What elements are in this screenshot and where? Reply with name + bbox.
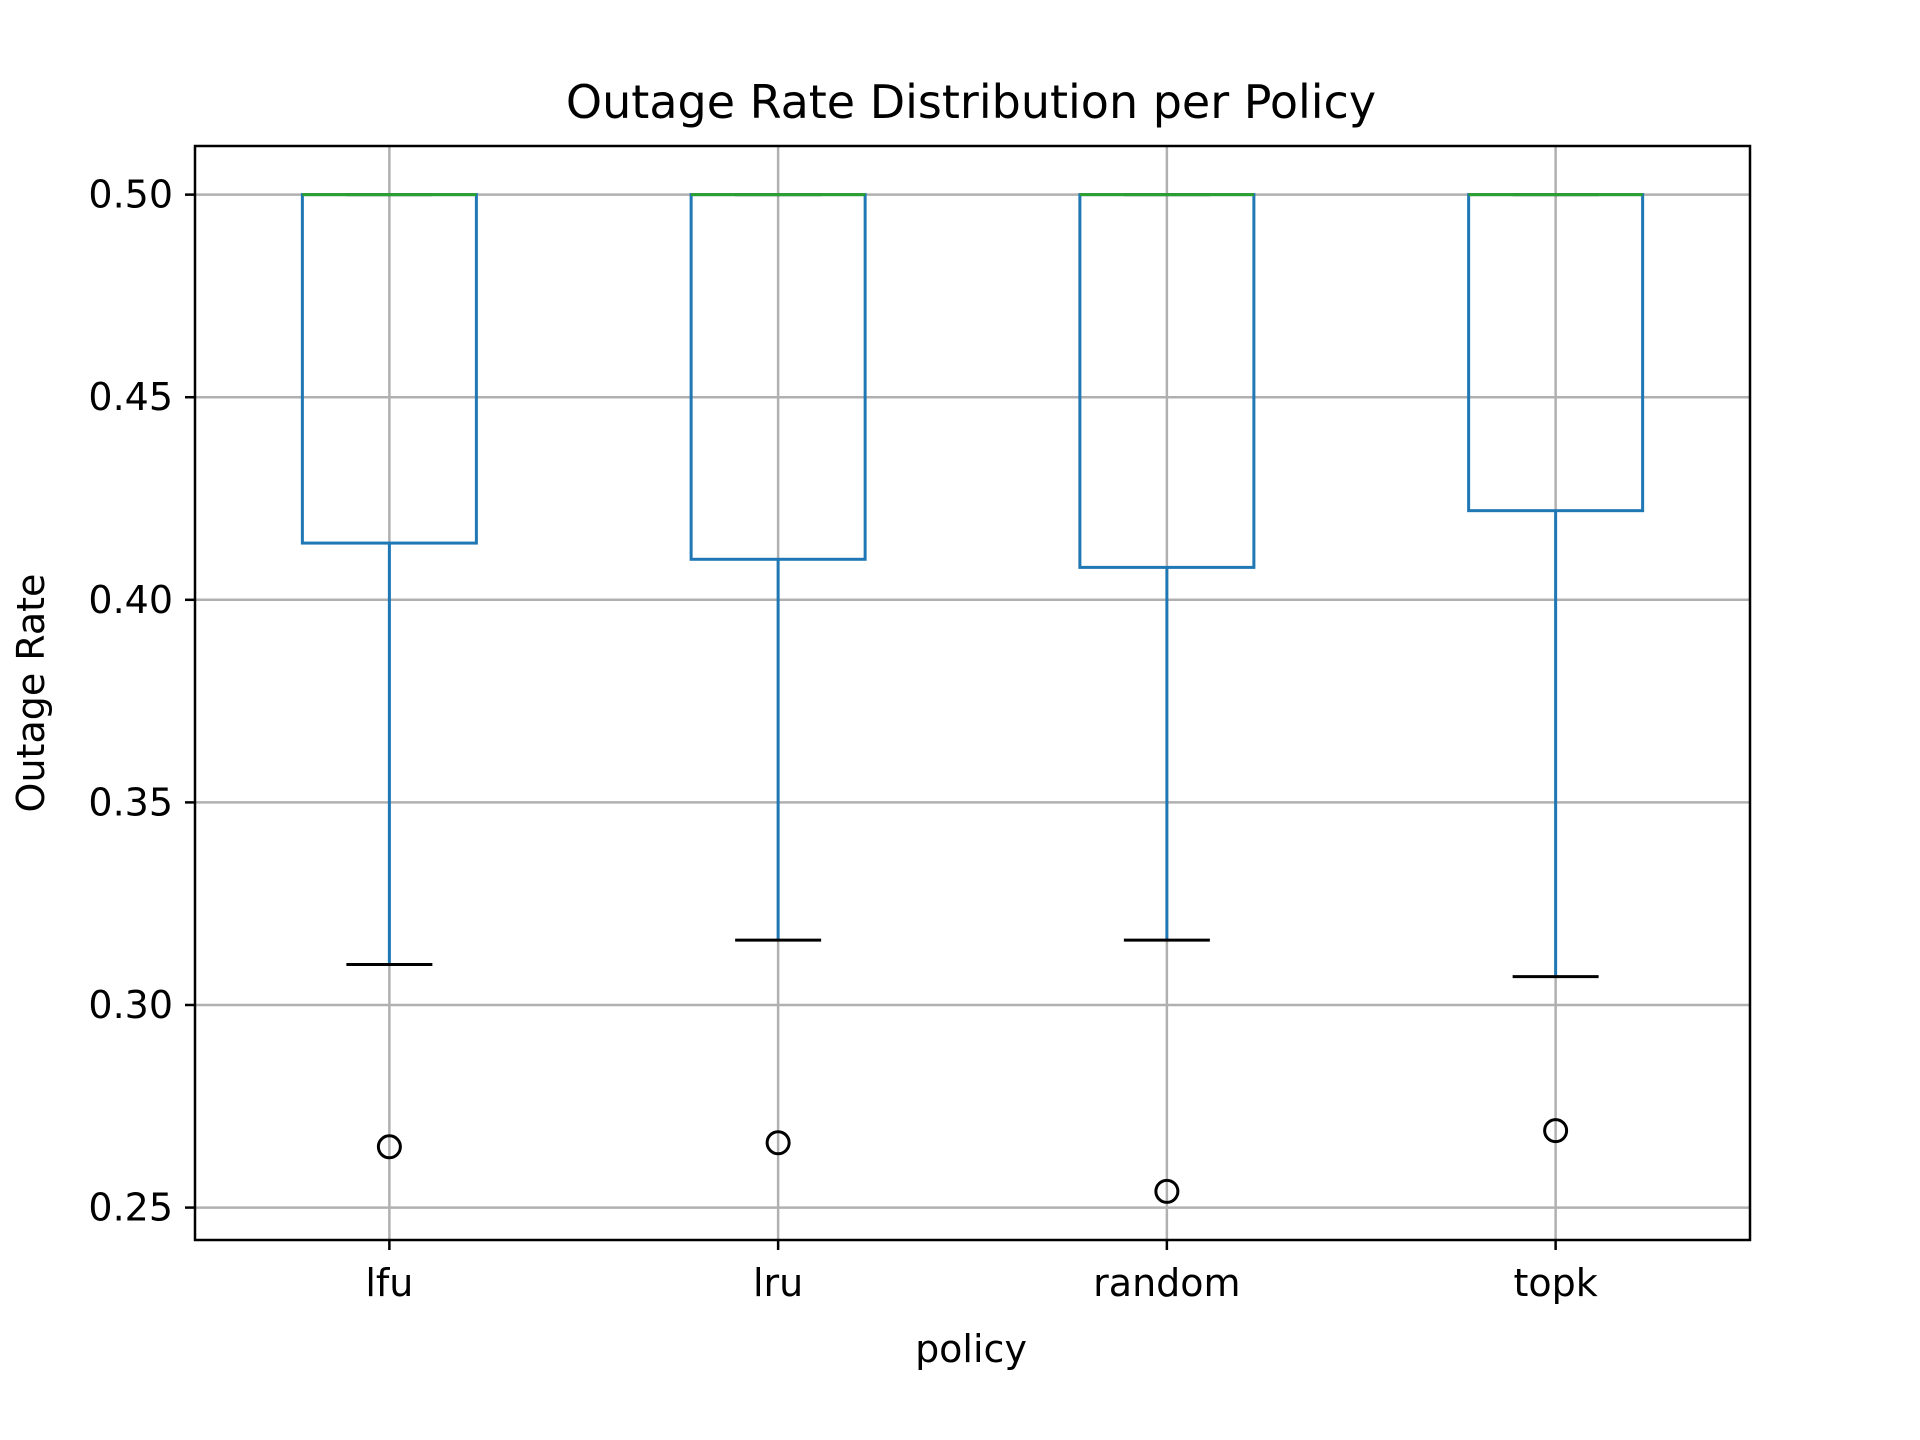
outlier-point [376,1134,402,1160]
plot-frame [193,144,1752,1242]
x-tick-label: random [1093,1261,1240,1305]
outlier-point [1543,1118,1569,1144]
box-topk [1467,193,1645,1144]
y-tick-label: 0.30 [88,983,173,1027]
y-tick-label: 0.45 [88,375,173,419]
ticks: 0.25 0.30 0.35 0.40 0.45 0.50 lfu lru random topk [88,173,1597,1305]
y-tick-label: 0.25 [88,1186,173,1230]
box-random [1078,193,1256,1204]
x-axis-label: policy [915,1327,1027,1371]
y-tick-label: 0.35 [88,780,173,824]
x-tick-label: topk [1513,1261,1597,1305]
boxes [300,193,1645,1204]
y-tick-label: 0.40 [88,578,173,622]
x-tick-label: lfu [365,1261,413,1305]
outlier-point [1154,1178,1180,1204]
x-tick-label: lru [753,1261,803,1305]
box-lru [689,193,867,1156]
chart-title: Outage Rate Distribution per Policy [566,75,1376,129]
y-axis-label: Outage Rate [9,574,53,813]
outlier-point [765,1130,791,1156]
box-lfu [300,193,478,1160]
y-tick-label: 0.50 [88,173,173,217]
